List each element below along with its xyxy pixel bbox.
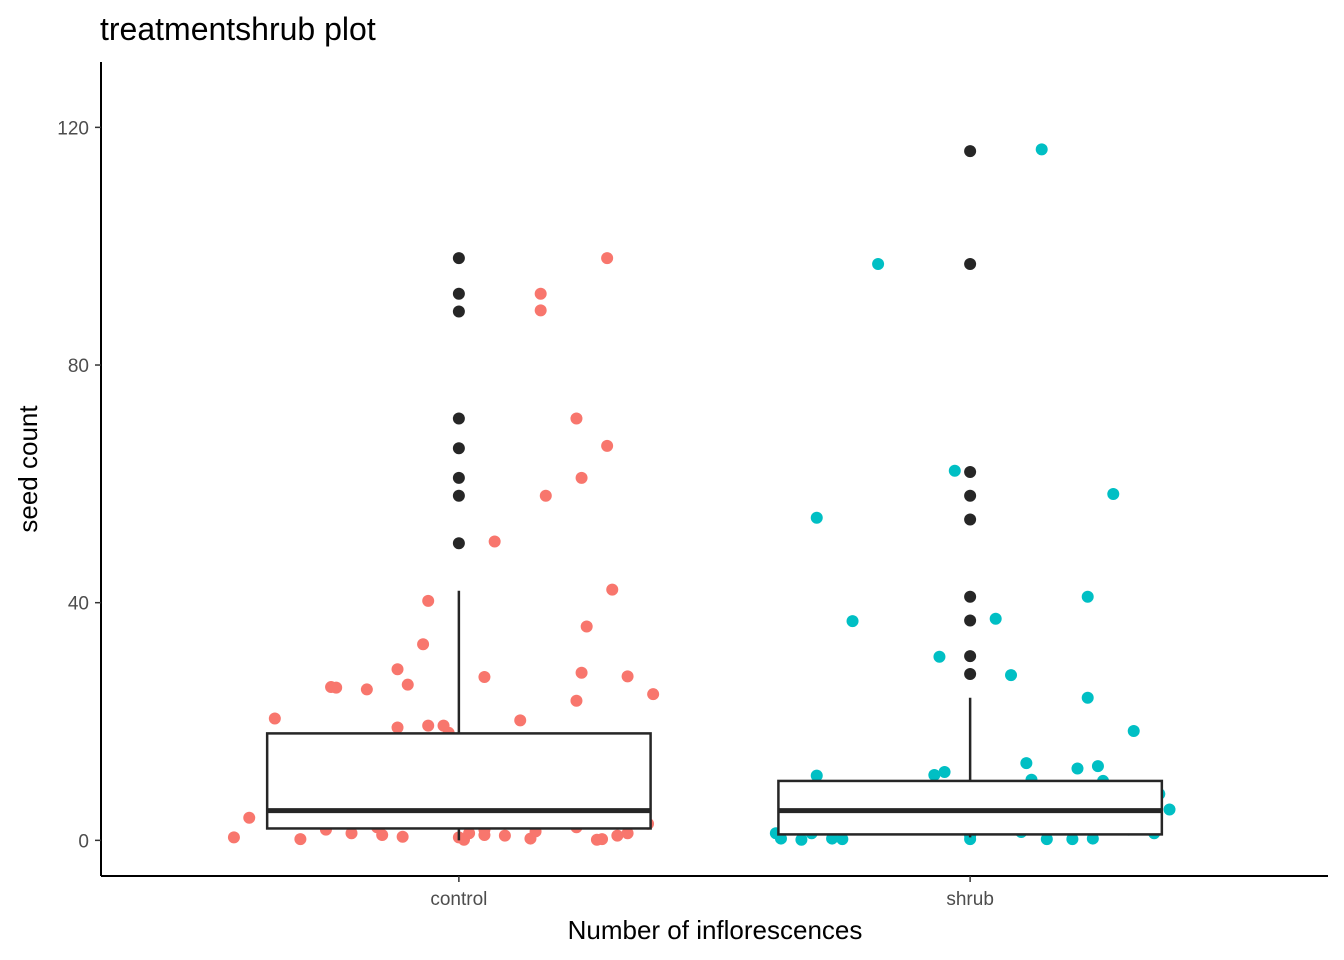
jitter-point-control xyxy=(396,830,409,843)
jitter-point-control xyxy=(575,666,588,679)
jitter-point-control xyxy=(360,683,373,696)
jitter-point-shrub xyxy=(846,615,859,628)
outlier-point xyxy=(452,412,465,425)
outlier-point xyxy=(964,614,977,627)
jitter-point-shrub xyxy=(1005,669,1018,682)
jitter-point-control xyxy=(539,489,552,502)
y-tick-label: 40 xyxy=(68,594,89,615)
jitter-point-control xyxy=(268,712,281,725)
x-axis-title: Number of inflorescences xyxy=(568,915,863,945)
jitter-point-control xyxy=(611,829,624,842)
jitter-point-shrub xyxy=(933,650,946,663)
outlier-point xyxy=(964,513,977,526)
jitter-point-shrub xyxy=(1020,757,1033,770)
outlier-point xyxy=(452,489,465,502)
outlier-point xyxy=(964,258,977,271)
jitter-point-control xyxy=(345,827,358,840)
jitter-point-control xyxy=(596,833,609,846)
jitter-point-shrub xyxy=(1040,833,1053,846)
jitter-point-control xyxy=(606,583,619,596)
jitter-point-control xyxy=(647,688,660,701)
jitter-point-shrub xyxy=(872,258,885,271)
jitter-point-control xyxy=(514,714,527,727)
chart-title: treatmentshrub plot xyxy=(100,11,376,47)
y-tick-label: 120 xyxy=(57,118,89,139)
outlier-point xyxy=(964,590,977,603)
jitter-point-control xyxy=(401,678,414,691)
outlier-point xyxy=(452,287,465,300)
x-tick-label: shrub xyxy=(946,889,994,910)
y-axis-title: seed count xyxy=(13,405,43,533)
box-iqr xyxy=(777,779,1164,836)
jitter-point-control xyxy=(422,719,435,732)
jitter-point-shrub xyxy=(1081,691,1094,704)
box-control xyxy=(265,252,652,841)
jitter-point-shrub xyxy=(1066,833,1079,846)
jitter-point-shrub xyxy=(1071,762,1084,775)
jitter-point-control xyxy=(227,831,240,844)
jitter-point-control xyxy=(488,535,501,548)
jitter-point-control xyxy=(376,829,389,842)
jitter-point-control xyxy=(534,287,547,300)
jitter-point-control xyxy=(391,721,404,734)
jitter-point-shrub xyxy=(795,833,808,846)
outlier-point xyxy=(452,537,465,550)
outlier-point xyxy=(452,305,465,318)
plot-area xyxy=(227,143,1176,846)
jitter-point-control xyxy=(417,638,430,651)
jitter-point-control xyxy=(498,829,511,842)
outlier-point xyxy=(964,667,977,680)
jitter-point-shrub xyxy=(1081,590,1094,603)
jitter-point-shrub xyxy=(1163,803,1176,816)
jitter-point-shrub xyxy=(948,464,961,477)
box-shrub xyxy=(777,145,1164,838)
outlier-point xyxy=(452,471,465,484)
y-axis-ticks: 0 40 80 120 xyxy=(57,118,101,852)
jitter-point-control xyxy=(580,620,593,633)
jitter-point-shrub xyxy=(1035,143,1048,156)
jitter-point-control xyxy=(534,304,547,317)
x-axis-ticks: control shrub xyxy=(430,876,994,910)
jitter-point-shrub xyxy=(836,833,849,846)
jitter-point-control xyxy=(601,252,614,265)
jitter-point-shrub xyxy=(928,768,941,781)
jitter-point-shrub xyxy=(810,511,823,524)
outlier-point xyxy=(452,252,465,265)
outlier-point xyxy=(964,465,977,478)
x-tick-label: control xyxy=(430,889,487,910)
y-tick-label: 80 xyxy=(68,356,89,377)
jitter-point-control xyxy=(570,412,583,425)
jitter-point-shrub xyxy=(989,612,1002,625)
y-tick-label: 0 xyxy=(78,831,89,852)
jitter-point-control xyxy=(570,694,583,707)
jitter-point-shrub xyxy=(1127,725,1140,738)
outlier-point xyxy=(964,650,977,663)
jitter-point-control xyxy=(575,471,588,484)
jitter-point-control xyxy=(330,681,343,694)
jitter-point-shrub xyxy=(1107,487,1120,500)
outlier-point xyxy=(964,489,977,502)
jitter-point-control xyxy=(243,811,256,824)
jitter-point-shrub xyxy=(938,766,951,779)
jitter-point-shrub xyxy=(810,769,823,782)
jitter-point-control xyxy=(422,594,435,607)
jitter-point-control xyxy=(391,663,404,676)
jitter-point-shrub xyxy=(1091,760,1104,773)
jitter-point-control xyxy=(463,827,476,840)
jitter-point-control xyxy=(601,439,614,452)
jitter-point-control xyxy=(621,827,634,840)
jitter-point-control xyxy=(478,670,491,683)
box-iqr xyxy=(265,732,652,830)
outlier-point xyxy=(452,442,465,455)
outlier-point xyxy=(964,145,977,158)
jitter-point-control xyxy=(621,670,634,683)
jitter-point-control xyxy=(294,833,307,846)
